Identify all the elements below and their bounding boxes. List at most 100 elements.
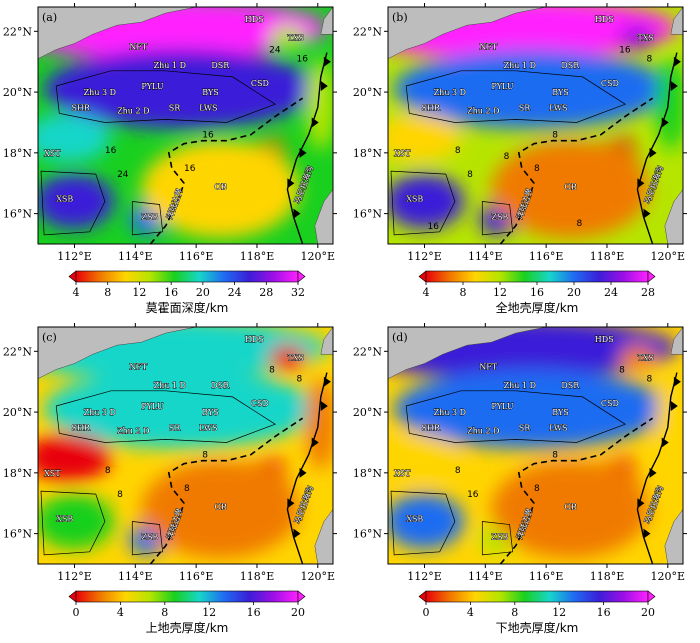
- mainland-china: [38, 327, 197, 379]
- map-frame: [37, 326, 334, 565]
- colorbar-tick-label: 24: [604, 286, 618, 299]
- colorbar-tick-label: 20: [196, 286, 210, 299]
- contour-label: 8: [552, 131, 558, 141]
- feature-label: TXS: [287, 353, 304, 362]
- feature-label: Zhu 1 D: [504, 381, 536, 390]
- feature-label: CSD: [251, 399, 269, 408]
- feature-label: TXS: [637, 353, 654, 362]
- feature-label: CSD: [601, 79, 619, 88]
- colorbar-tick-label: 28: [641, 286, 655, 299]
- continent-ocean-boundary: [499, 97, 654, 244]
- taiwan-land: [670, 327, 683, 355]
- feature-label: XST: [44, 469, 61, 478]
- feature-label: PYLU: [491, 82, 514, 91]
- colorbar-tick-label: 16: [597, 606, 611, 619]
- colorbar-tick-label: 12: [202, 606, 216, 619]
- feature-label: TXS: [637, 33, 654, 42]
- x-tick-label: 120°E: [651, 250, 686, 263]
- contour-label: 16: [428, 222, 440, 232]
- continent-ocean-boundary: [149, 417, 304, 564]
- feature-label: LWS: [549, 423, 567, 432]
- feature-label: OB: [564, 182, 577, 191]
- colorbar-title: 全地壳厚度/km: [496, 300, 579, 315]
- panel-letter: (a): [42, 11, 57, 24]
- contour-label: 8: [105, 466, 111, 476]
- feature-label: Zhu 1 D: [154, 61, 186, 70]
- contour-label: 8: [117, 490, 123, 500]
- y-tick-label: 20°N: [353, 406, 382, 419]
- x-tick-label: 120°E: [651, 570, 686, 583]
- luzon-land: [314, 188, 333, 244]
- contour-label: 8: [269, 366, 275, 376]
- x-tick-label: 112°E: [407, 570, 442, 583]
- feature-label: NFT: [129, 363, 148, 372]
- feature-label: XSB: [56, 514, 73, 523]
- colorbar-tick-label: 8: [104, 286, 111, 299]
- y-tick-label: 16°N: [3, 528, 32, 541]
- feature-label: HDS: [245, 15, 264, 24]
- x-tick-label: 118°E: [590, 250, 625, 263]
- feature-label: LWS: [199, 423, 217, 432]
- taiwan-land: [320, 327, 333, 355]
- y-tick-label: 20°N: [353, 86, 382, 99]
- feature-label: LWS: [199, 103, 217, 112]
- feature-label: HDS: [595, 335, 614, 344]
- feature-label: XSB: [56, 194, 73, 203]
- x-tick-label: 118°E: [240, 250, 275, 263]
- feature-label: CSD: [251, 79, 269, 88]
- contour-label: 8: [647, 375, 653, 385]
- colorbar: 0 4 8 12 16 20 下地壳厚度/km: [418, 590, 656, 635]
- map-frame: [37, 6, 334, 245]
- feature-label: TXS: [287, 33, 304, 42]
- x-tick-label: 118°E: [240, 570, 275, 583]
- colorbar-tick-label: 0: [423, 606, 430, 619]
- y-tick-label: 22°N: [3, 25, 32, 38]
- colorbar-title: 莫霍面深度/km: [146, 300, 229, 315]
- feature-label: ZSB: [141, 213, 158, 222]
- feature-label: Zhu 2 D: [467, 426, 499, 435]
- x-tick-label: 112°E: [57, 570, 92, 583]
- x-tick-label: 114°E: [468, 570, 503, 583]
- panel-letter: (b): [392, 11, 408, 24]
- colorbar-tick-label: 16: [530, 286, 544, 299]
- colorbar: 4 8 12 16 20 24 28 32 莫霍面深度/km: [68, 270, 306, 315]
- feature-label: XSB: [406, 514, 423, 523]
- colorbar-tick-label: 12: [493, 286, 507, 299]
- x-tick-label: 114°E: [118, 570, 153, 583]
- y-tick-label: 16°N: [353, 528, 382, 541]
- feature-label: DSR: [561, 381, 580, 390]
- y-tick-label: 18°N: [3, 147, 32, 160]
- colorbar-tick-label: 20: [567, 286, 581, 299]
- feature-label: LWS: [549, 103, 567, 112]
- map-frame: [387, 6, 684, 245]
- feature-label: SR: [519, 423, 531, 432]
- colorbar-tick-label: 4: [423, 286, 430, 299]
- feature-label: SHR: [71, 103, 90, 112]
- colorbar-tick-label: 28: [259, 286, 273, 299]
- colorbar-tick-label: 32: [291, 286, 305, 299]
- colorbar-tick-label: 16: [247, 606, 261, 619]
- y-tick-label: 20°N: [3, 406, 32, 419]
- contour-lines: [40, 390, 276, 556]
- x-tick-label: 116°E: [529, 570, 564, 583]
- luzon-land: [314, 508, 333, 564]
- feature-label: SR: [169, 423, 181, 432]
- x-tick-label: 120°E: [301, 250, 336, 263]
- continent-ocean-boundary: [149, 97, 304, 244]
- feature-label: BYS: [202, 408, 219, 417]
- y-tick-label: 18°N: [353, 467, 382, 480]
- colorbar-title: 上地壳厚度/km: [146, 620, 229, 635]
- y-tick-label: 20°N: [3, 86, 32, 99]
- feature-label: ZSB: [491, 213, 508, 222]
- feature-label: PYLU: [141, 82, 164, 91]
- feature-label: BYS: [202, 88, 219, 97]
- feature-label: SR: [169, 103, 181, 112]
- y-tick-label: 22°N: [353, 25, 382, 38]
- feature-label: HDS: [245, 335, 264, 344]
- contour-label: 8: [577, 219, 583, 229]
- manila-trench: [286, 52, 331, 244]
- feature-label: ZSB: [141, 533, 158, 542]
